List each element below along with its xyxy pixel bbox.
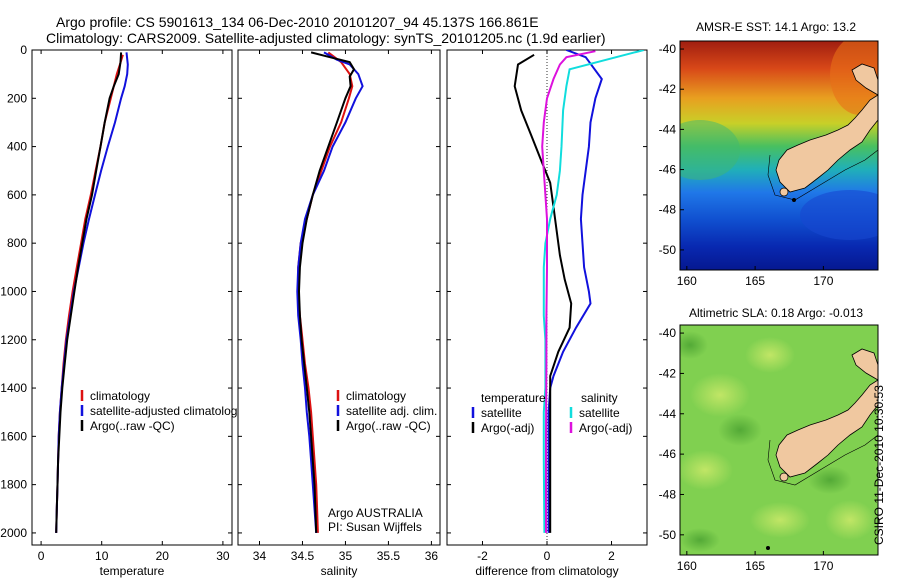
- legend-label: climatology: [346, 389, 406, 403]
- map-y-tick-label: -50: [659, 528, 677, 542]
- legend-label: climatology: [90, 389, 150, 403]
- y-tick-label: 1400: [0, 381, 27, 395]
- legend-label: Argo(-adj): [579, 421, 632, 435]
- legend-label: Argo(-adj): [481, 421, 534, 435]
- x-tick-label: 35: [339, 549, 353, 563]
- x-tick-label: 36: [425, 549, 439, 563]
- map-x-tick-label: 160: [677, 274, 697, 288]
- x-tick-label: 30: [216, 549, 230, 563]
- y-tick-label: 600: [7, 188, 27, 202]
- legend-label: Argo(..raw -QC): [90, 419, 175, 433]
- profile-title: Argo profile: CS 5901613_134 06-Dec-2010…: [56, 14, 539, 30]
- series-line: [296, 51, 364, 533]
- series-line: [513, 53, 573, 533]
- map-x-tick-label: 170: [813, 274, 833, 288]
- series-line: [541, 50, 596, 533]
- salinity-panel: 34 34.5 35 35.5 36 salinity climatologysatelli…: [237, 49, 441, 578]
- timestamp-stamp: CSIRO 11-Dec-2010 10:30:53: [872, 385, 886, 545]
- legend-label: Argo(..raw -QC): [346, 419, 431, 433]
- x-tick-label: 35.5: [377, 549, 401, 563]
- x-tick-label: -2: [477, 549, 488, 563]
- map-x-tick-label: 160: [677, 559, 697, 573]
- x-tick-label: 10: [95, 549, 109, 563]
- y-tick-label: 400: [7, 140, 27, 154]
- x-tick-label: 0: [544, 549, 551, 563]
- sla-map-frame: [679, 324, 879, 556]
- x-tick-label: 2: [608, 549, 615, 563]
- legend-label: satellite: [481, 406, 522, 420]
- map-y-tick-label: -50: [659, 243, 677, 257]
- y-tick-label: 1600: [0, 429, 27, 443]
- float-annotation: PI: Susan Wijffels: [328, 520, 422, 534]
- sst-map-frame: [679, 40, 879, 271]
- x-tick-label: 34: [253, 549, 267, 563]
- legend-label: satellite adj. clim.: [346, 404, 437, 418]
- map-y-tick-label: -42: [659, 82, 677, 96]
- land-mass: [775, 94, 878, 193]
- y-tick-label: 1800: [0, 478, 27, 492]
- x-axis-label: salinity: [321, 564, 358, 578]
- x-axis-label: temperature: [100, 564, 165, 578]
- map-x-tick-label: 170: [813, 559, 833, 573]
- y-tick-label: 1200: [0, 333, 27, 347]
- plot-frame: [31, 49, 233, 546]
- sst-map-panel: AMSR-E SST: 14.1 Argo: 13.2 160 165 170 -40…: [659, 20, 879, 288]
- float-annotation: Argo AUSTRALIA: [328, 506, 423, 520]
- y-tick-label: 200: [7, 91, 27, 105]
- map-y-tick-label: -48: [659, 203, 677, 217]
- map-y-tick-label: -42: [659, 366, 677, 380]
- map-x-tick-label: 165: [745, 274, 765, 288]
- y-tick-label: 800: [7, 236, 27, 250]
- series-line: [55, 52, 123, 533]
- map-y-tick-label: -44: [659, 122, 677, 136]
- map-y-tick-label: -40: [659, 42, 677, 56]
- map-y-tick-label: -40: [659, 326, 677, 340]
- map-x-tick-label: 165: [745, 559, 765, 573]
- map-y-tick-label: -48: [659, 487, 677, 501]
- x-tick-label: 34.5: [291, 549, 315, 563]
- map-y-tick-label: -46: [659, 447, 677, 461]
- plot-frame: [237, 49, 441, 546]
- x-tick-label: 0: [38, 549, 45, 563]
- map-y-tick-label: -46: [659, 163, 677, 177]
- y-tick-label: 1000: [0, 284, 27, 298]
- legend-label: satellite-adjusted climatology: [90, 404, 243, 418]
- x-tick-label: 20: [156, 549, 170, 563]
- temperature-panel: 0 10 20 30 temperature 0 200 400 600 800 1000 1200 1…: [0, 43, 243, 578]
- legend-title-temperature: temperature: [481, 391, 546, 405]
- y-tick-label: 2000: [0, 526, 27, 540]
- y-tick-label: 0: [20, 43, 27, 57]
- sla-map-panel: Altimetric SLA: 0.18 Argo: -0.013 160 165…: [659, 306, 879, 573]
- x-axis-label: difference from climatology: [475, 564, 618, 578]
- series-line: [297, 51, 356, 533]
- map-y-tick-label: -44: [659, 407, 677, 421]
- sst-map-title: AMSR-E SST: 14.1 Argo: 13.2: [696, 20, 856, 34]
- sla-map-title: Altimetric SLA: 0.18 Argo: -0.013: [689, 306, 863, 320]
- legend-label: satellite: [579, 406, 620, 420]
- climatology-title: Climatology: CARS2009. Satellite-adjuste…: [46, 30, 606, 46]
- legend-title-salinity: salinity: [581, 391, 618, 405]
